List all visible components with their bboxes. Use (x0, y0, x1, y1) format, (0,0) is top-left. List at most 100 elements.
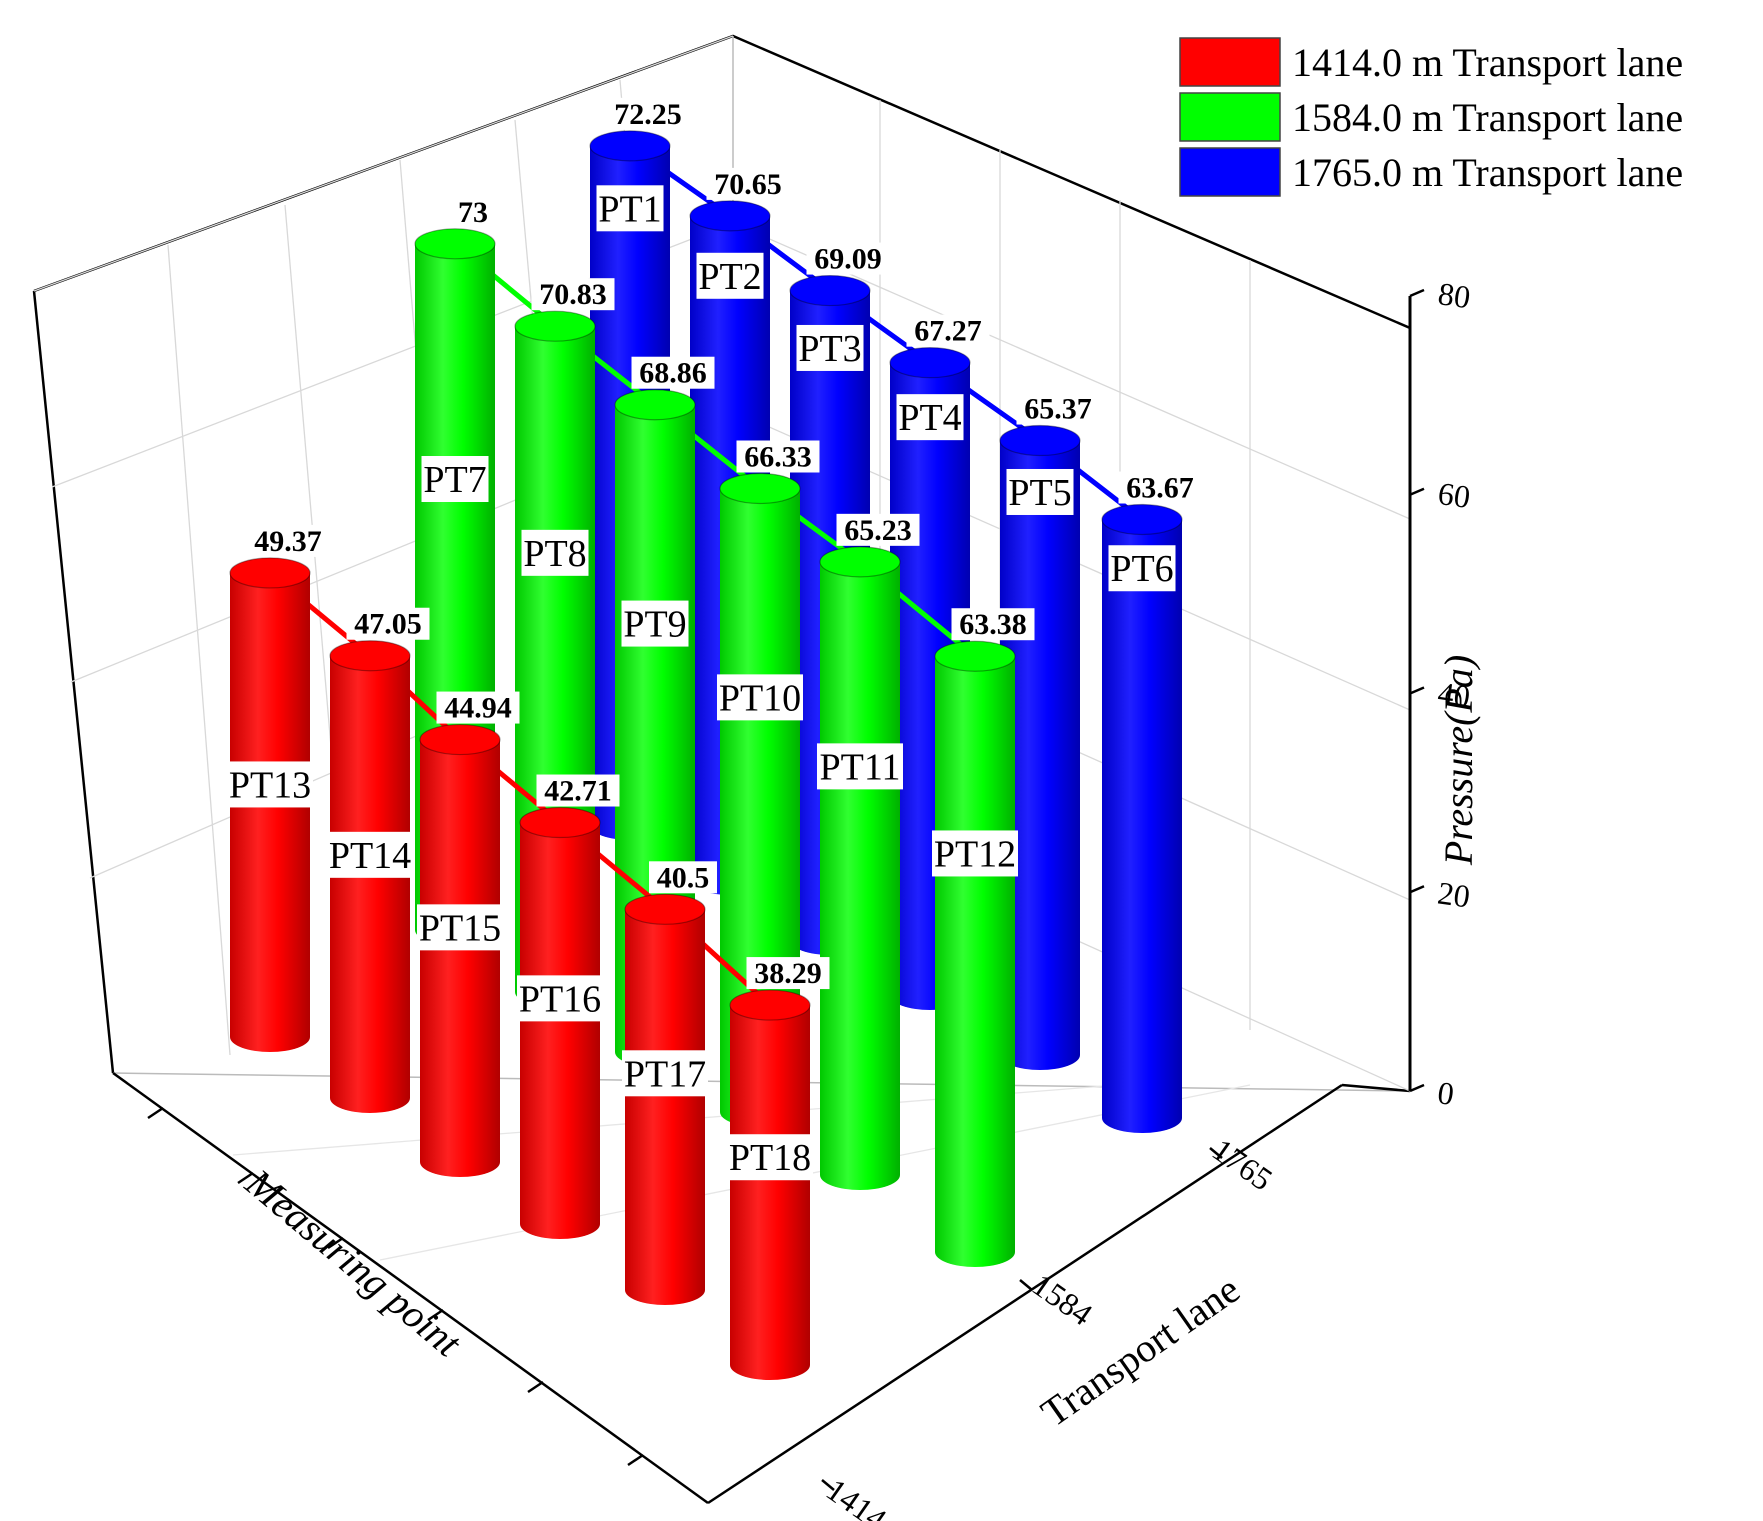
point-label: PT17 (624, 1053, 706, 1095)
value-label-bg (454, 195, 492, 228)
point-label: PT4 (898, 397, 961, 439)
point-label-bg (717, 674, 803, 721)
z-tick (1409, 686, 1425, 695)
value-label: 70.65 (714, 168, 782, 201)
bar-top (624, 893, 706, 925)
point-label: PT6 (1110, 548, 1173, 590)
point-label-bg (417, 904, 503, 951)
point-label-bg (932, 830, 1018, 877)
bar-body (330, 655, 410, 1113)
legend-item: 1414.0 m Transport lane (1179, 37, 1683, 87)
point-label-bg (421, 456, 489, 503)
series-1414.0: PT13 49.37 PT14 47.05 PT15 44.94 PT16 42.71 PT17… (227, 524, 830, 1380)
bar-top (1101, 503, 1183, 536)
value-label-bg (806, 242, 890, 275)
legend-swatch (1179, 37, 1281, 87)
bar-top (999, 424, 1081, 457)
point-label-bg (521, 529, 589, 576)
point-label-bg (796, 324, 864, 371)
point-label-bg (696, 252, 764, 299)
point-label-bg (622, 1050, 708, 1097)
value-label-bg (906, 314, 990, 347)
legend-swatch (1179, 92, 1281, 142)
point-label: PT10 (719, 677, 801, 719)
value-label: 40.5 (657, 861, 710, 894)
bar-body (730, 1005, 810, 1380)
bar-top (519, 806, 601, 839)
legend-label: 1765.0 m Transport lane (1292, 150, 1683, 195)
z-tick (1409, 1083, 1425, 1093)
legend-label: 1584.0 m Transport lane (1292, 95, 1683, 140)
bar-top (419, 723, 501, 756)
measuring-point-axis-title: Measuring point (237, 1159, 471, 1365)
pressure-axis: 0 20 40 60 80 Pressure(Pa) (1408, 275, 1481, 1112)
value-label: 72.25 (614, 98, 682, 131)
value-label: 70.83 (539, 278, 607, 311)
z-tick (1409, 487, 1425, 496)
value-label: 67.27 (914, 315, 982, 348)
measuring-point-axis (147, 1106, 644, 1467)
point-label: PT14 (329, 835, 411, 877)
point-label-bg (896, 394, 964, 441)
value-label: 65.37 (1024, 393, 1092, 426)
value-label-bg (606, 97, 690, 130)
bars-layer: PT1 72.25 PT2 70.65 PT3 69.09 PT4 67.27 PT5 65.37… (227, 97, 1202, 1380)
z-tick-label: 40 (1436, 675, 1473, 715)
value-label-bg (1016, 392, 1100, 425)
bar-body (1102, 519, 1182, 1133)
point-label-bg (1108, 545, 1176, 592)
bar-PT5: PT5 65.37 (999, 392, 1100, 1071)
value-label: 63.67 (1126, 472, 1194, 505)
bar-top (614, 389, 696, 421)
value-label: 49.37 (254, 525, 322, 558)
lane-tick-label: 1584 (1026, 1266, 1099, 1332)
bar-PT14: PT14 47.05 (327, 607, 430, 1113)
value-label: 69.09 (814, 243, 882, 276)
lane-tick-label: 1414 (820, 1471, 893, 1521)
legend-swatch (1179, 147, 1281, 197)
point-label: PT2 (698, 256, 761, 298)
lane-tick (821, 1479, 835, 1491)
point-label: PT3 (798, 328, 861, 370)
point-label: PT16 (519, 978, 601, 1020)
value-label-bg (706, 167, 790, 200)
z-tick (1409, 885, 1425, 894)
legend-label: 1414.0 m Transport lane (1292, 40, 1683, 85)
bar-body (420, 739, 500, 1177)
bar-top (414, 228, 496, 260)
bar-top (514, 310, 596, 342)
bar-top (719, 472, 801, 505)
point-label: PT18 (729, 1137, 811, 1179)
point-label: PT1 (598, 188, 661, 230)
value-label-bg (836, 513, 920, 546)
point-label: PT7 (423, 459, 486, 501)
bar-top (329, 640, 411, 672)
bar-body (625, 909, 705, 1305)
value-label: 47.05 (354, 608, 422, 641)
bar-body (520, 822, 600, 1239)
point-label-bg (621, 600, 689, 647)
bar-top (729, 989, 811, 1021)
value-label: 66.33 (744, 440, 812, 473)
point-label-bg (817, 743, 903, 790)
value-label-bg (631, 356, 715, 389)
point-label: PT5 (1008, 472, 1071, 514)
point-label: PT12 (934, 833, 1016, 875)
value-label-bg (436, 691, 520, 724)
value-label-bg (536, 774, 620, 807)
bar-PT17: PT17 40.5 (622, 861, 717, 1305)
value-label: 38.29 (754, 957, 822, 990)
point-label: PT9 (623, 604, 686, 646)
bar-PT18: PT18 38.29 (727, 957, 830, 1380)
z-axis-title: Pressure(Pa) (1436, 655, 1481, 866)
value-label-bg (746, 957, 830, 990)
point-label: PT8 (523, 533, 586, 575)
value-label-bg (951, 608, 1035, 641)
value-label: 65.23 (844, 514, 912, 547)
value-label: 63.38 (959, 608, 1027, 641)
z-tick (1409, 288, 1425, 298)
value-label-bg (649, 861, 717, 894)
bar-PT15: PT15 44.94 (417, 691, 520, 1177)
lane-tick (1209, 1147, 1223, 1159)
point-label: PT13 (229, 764, 311, 806)
